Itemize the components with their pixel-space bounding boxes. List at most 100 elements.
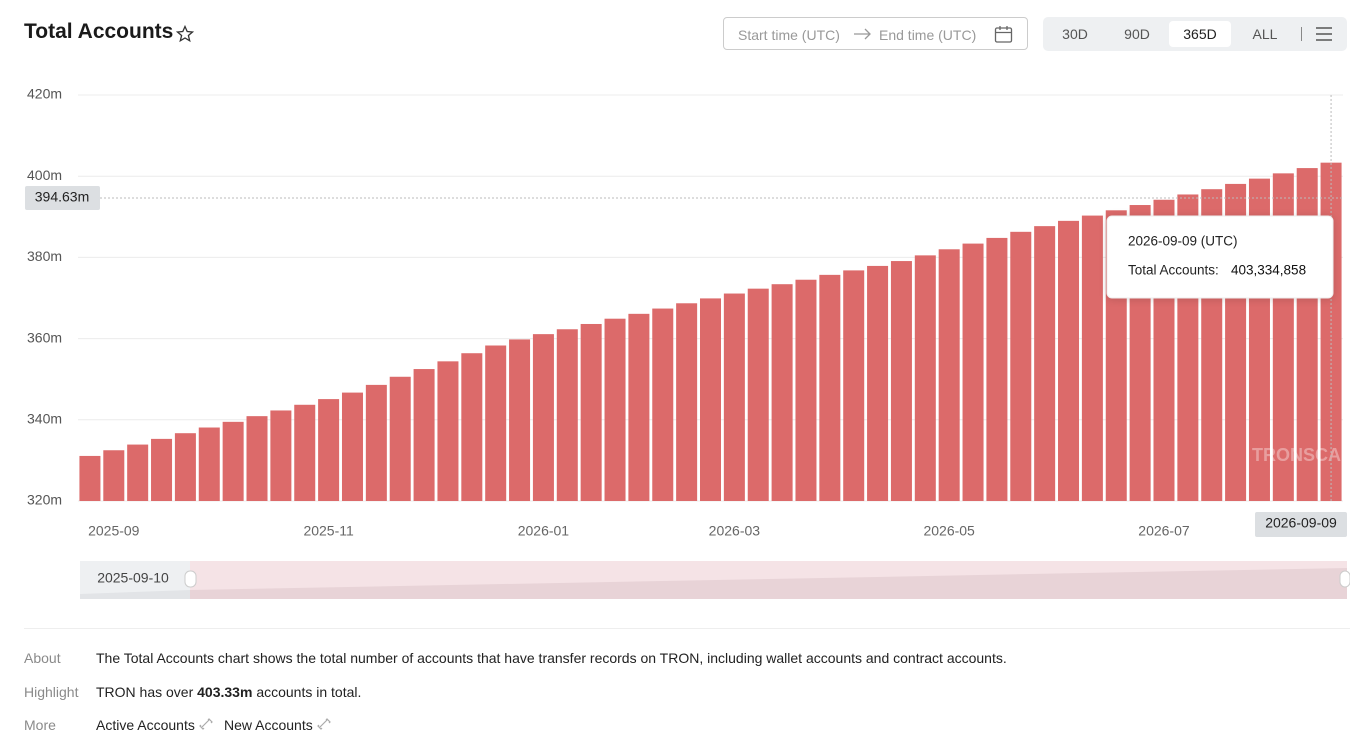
bar: [819, 274, 841, 501]
bar: [652, 308, 674, 501]
y-tick-label: 400m: [27, 167, 62, 183]
bar: [628, 313, 650, 501]
page-title: Total Accounts: [24, 20, 174, 43]
bar: [747, 288, 769, 501]
bar: [771, 284, 793, 501]
range-selector: 30D 90D 365D ALL: [1043, 17, 1347, 51]
x-tick-label: 2025-09: [88, 523, 140, 539]
end-time[interactable]: End time (UTC): [879, 27, 977, 43]
related-link[interactable]: Active Accounts: [96, 717, 213, 733]
about-text: The Total Accounts chart shows the total…: [96, 650, 1007, 666]
slider-preview: [80, 590, 190, 599]
bar: [1058, 220, 1080, 502]
y-tick-label: 380m: [27, 248, 62, 264]
bar: [867, 265, 889, 501]
chart: 320m 340m 360m 380m 400m 420m TRONSCAN 2025-09 2…: [25, 86, 1350, 599]
about-label: About: [24, 650, 61, 666]
bar: [914, 255, 936, 501]
bar: [1081, 215, 1103, 501]
bar: [198, 427, 220, 501]
highlight-text: TRON has over 403.33m accounts in total.: [96, 684, 361, 700]
y-tick-label: 340m: [27, 411, 62, 427]
x-pointer-label: 2026-09-09: [1265, 515, 1337, 531]
tooltip-box: [1106, 215, 1334, 299]
bar: [365, 384, 387, 501]
favorite-star[interactable]: [176, 25, 194, 43]
link-icon: [198, 718, 213, 730]
bar: [532, 334, 554, 501]
bar: [986, 237, 1008, 502]
bar: [485, 345, 507, 501]
highlight-after: accounts in total.: [256, 684, 362, 700]
range-button[interactable]: ALL: [1252, 26, 1278, 42]
tooltip-label: Total Accounts:: [1128, 263, 1219, 278]
highlight-before: TRON has over: [96, 684, 194, 700]
bar: [413, 369, 435, 501]
y-tick-label: 360m: [27, 329, 62, 345]
bar: [1010, 231, 1032, 501]
bar: [509, 339, 531, 501]
start-time[interactable]: Start time (UTC): [738, 27, 840, 43]
x-tick-label: 2026-03: [709, 523, 761, 539]
y-pointer-label: 394.63m: [35, 189, 89, 205]
bar: [437, 361, 459, 501]
bar: [461, 353, 483, 501]
slider-preview: [190, 568, 1347, 599]
slider-handle[interactable]: [1339, 570, 1350, 588]
slider-handle[interactable]: [184, 570, 197, 588]
related-link[interactable]: New Accounts: [224, 717, 331, 733]
bar: [556, 329, 578, 501]
range-button[interactable]: 30D: [1062, 26, 1088, 42]
calendar-icon[interactable]: [994, 25, 1014, 44]
range-button[interactable]: 365D: [1169, 21, 1231, 47]
bar: [318, 399, 340, 501]
bar: [270, 410, 292, 501]
bar: [341, 392, 363, 501]
watermark: TRONSCAN: [1252, 445, 1350, 465]
x-tick-label: 2026-05: [923, 523, 975, 539]
divider: [24, 628, 1350, 629]
bar: [294, 404, 316, 501]
range-button[interactable]: 90D: [1124, 26, 1150, 42]
link-text[interactable]: Active Accounts: [96, 717, 195, 733]
divider: [1301, 27, 1302, 41]
bar: [174, 433, 196, 501]
y-pointer-box: [25, 186, 100, 211]
bar: [151, 438, 173, 501]
bar: [699, 298, 722, 501]
x-tick-label: 2025-11: [303, 523, 354, 539]
tooltip-title: 2026-09-09 (UTC): [1128, 234, 1238, 249]
arrow-icon: [854, 28, 871, 40]
bar: [604, 318, 626, 501]
menu-icon[interactable]: [1315, 26, 1333, 42]
bar: [222, 421, 244, 501]
bar: [103, 450, 125, 501]
bar: [79, 455, 101, 501]
bar: [938, 249, 960, 501]
x-tick-label: 2026-07: [1138, 523, 1190, 539]
bar: [580, 323, 602, 501]
bar: [676, 303, 698, 501]
slider-start: 2025-09-10: [97, 570, 169, 586]
link-text[interactable]: New Accounts: [224, 717, 313, 733]
bar: [723, 293, 745, 501]
x-tick-label: 2026-01: [518, 523, 570, 539]
bar: [246, 416, 268, 501]
bar: [1034, 226, 1056, 501]
bar: [127, 444, 149, 501]
link-icon: [316, 718, 331, 730]
y-tick-label: 320m: [27, 492, 62, 508]
bar: [389, 376, 411, 501]
highlight-label: Highlight: [24, 684, 79, 700]
highlight-value: 403.33m: [197, 684, 253, 700]
date-range-input[interactable]: Start time (UTC) End time (UTC): [723, 17, 1028, 50]
bar: [890, 261, 912, 501]
bar: [962, 243, 984, 501]
x-pointer-box: [1255, 512, 1347, 537]
y-tick-label: 420m: [27, 86, 62, 102]
bar: [795, 279, 817, 501]
more-label: More: [24, 717, 56, 733]
tooltip-value: 403,334,858: [1231, 263, 1306, 278]
bar: [843, 270, 865, 501]
